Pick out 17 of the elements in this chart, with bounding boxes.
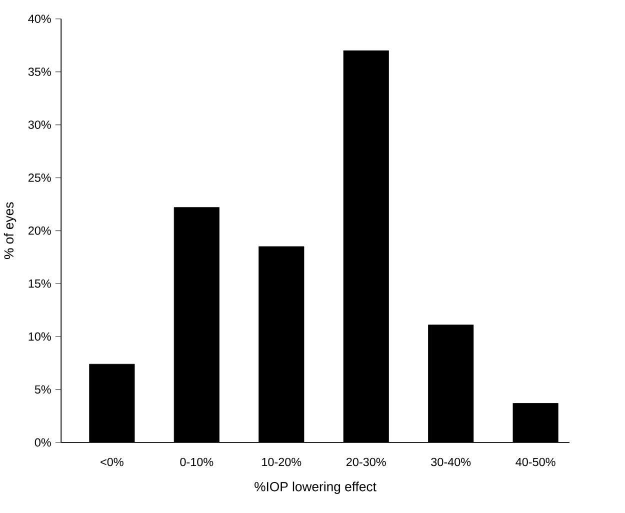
y-tick-label: 25% <box>28 174 51 182</box>
x-tick-label: 0-10% <box>180 458 214 466</box>
y-tick-label: 15% <box>28 279 51 288</box>
x-tick-label: 40-50% <box>516 458 556 466</box>
x-axis-title: %IOP lowering effect <box>254 482 376 494</box>
y-tick-label: 10% <box>28 332 51 341</box>
x-tick-label: 10-20% <box>262 458 302 466</box>
y-axis-title: % of eyes <box>4 202 16 259</box>
x-tick-label: 20-30% <box>346 458 386 466</box>
y-tick-label: 0% <box>34 438 51 447</box>
y-tick-label: 5% <box>34 385 51 394</box>
x-tick-label: <0% <box>100 458 124 466</box>
y-tick-label: 35% <box>28 68 51 76</box>
y-tick-label: 20% <box>28 226 51 235</box>
y-tick-label: 40% <box>28 14 51 23</box>
x-tick-label: 30-40% <box>431 458 471 466</box>
y-tick-label: 30% <box>28 120 51 129</box>
